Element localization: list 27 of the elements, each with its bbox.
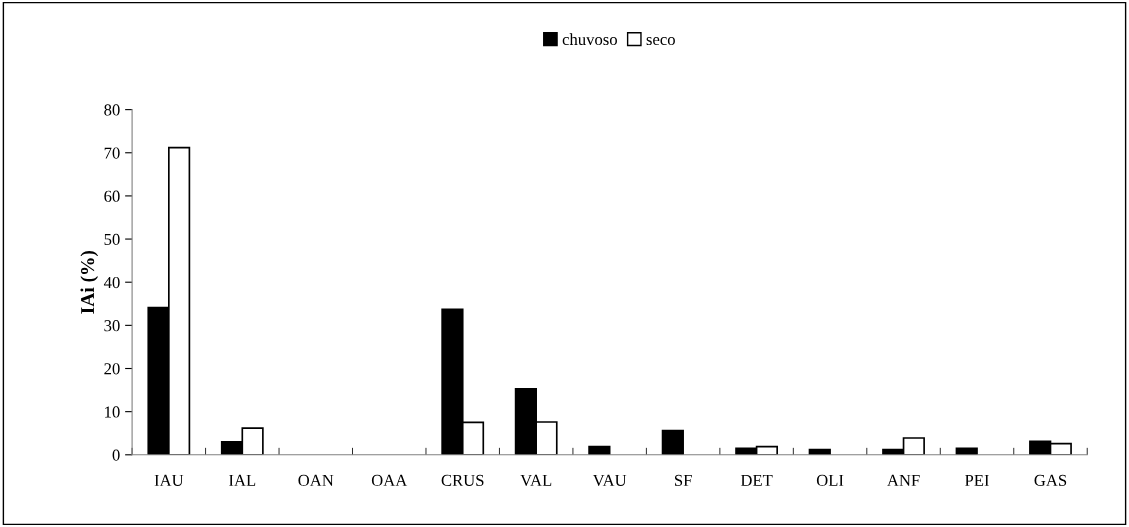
x-tick-label: IAL xyxy=(229,474,256,486)
y-tick-label: 20 xyxy=(104,363,120,375)
x-tick-label: PEI xyxy=(965,474,989,486)
x-tick-label: SF xyxy=(674,474,692,486)
x-tick-label: OAN xyxy=(298,474,334,486)
x-tick-label: OAA xyxy=(371,474,408,486)
x-tick-label: VAU xyxy=(592,474,627,487)
x-tick-label: IAU xyxy=(154,474,184,486)
x-tick-label: ANF xyxy=(887,474,920,486)
y-tick-label: 50 xyxy=(104,233,120,246)
y-tick-label: 80 xyxy=(104,104,120,116)
x-tick-label: OLI xyxy=(816,474,844,486)
y-tick-label: 40 xyxy=(103,276,120,289)
x-tick-label: DET xyxy=(740,474,773,486)
legend-label: seco xyxy=(646,37,675,46)
legend-label: chuvoso xyxy=(562,33,617,46)
x-tick-label: VAL xyxy=(520,474,552,487)
bar xyxy=(955,447,978,455)
bar xyxy=(661,429,684,455)
y-tick-label: 30 xyxy=(104,320,120,332)
y-axis-title: IAi (%) xyxy=(80,250,99,314)
x-tick-label: CRUS xyxy=(441,474,484,486)
y-tick-label: 10 xyxy=(105,406,120,418)
y-tick-label: 70 xyxy=(104,147,120,159)
y-tick-label: 60 xyxy=(104,190,120,202)
y-tick-label: 0 xyxy=(112,449,120,461)
x-tick-label: GAS xyxy=(1034,474,1067,486)
